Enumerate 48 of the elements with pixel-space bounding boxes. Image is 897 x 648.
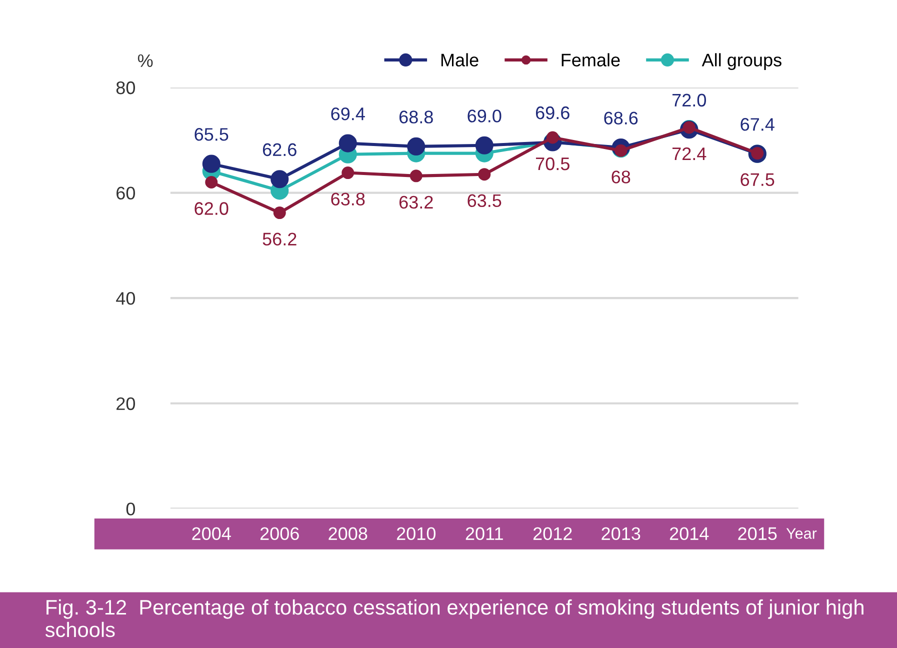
data-label: 63.2 (399, 196, 433, 209)
data-label: 68.6 (604, 112, 638, 124)
x-tick-label: 2013 (602, 527, 640, 540)
data-label: 63.5 (468, 194, 502, 208)
x-tick-label: 2004 (192, 527, 231, 540)
y-tick-label: 20 (116, 397, 136, 410)
x-tick-label: 2015 (738, 527, 777, 540)
data-label: 62.6 (262, 143, 296, 156)
point (273, 206, 286, 220)
y-tick-label: 60 (116, 186, 136, 200)
point (407, 137, 426, 156)
legend-label: All groups (702, 53, 782, 70)
data-label: 63.8 (331, 192, 365, 206)
point (410, 170, 422, 182)
data-label: 69.6 (536, 106, 570, 120)
data-label: 62.0 (194, 202, 228, 215)
y-tick-label: 80 (116, 81, 136, 94)
data-label: 72.0 (672, 94, 706, 107)
data-label: 69.0 (468, 110, 502, 122)
data-label: 70.5 (536, 157, 570, 170)
x-tick-label: 2014 (670, 527, 709, 540)
data-label: 67.5 (740, 173, 774, 186)
point (475, 136, 494, 154)
caption: Fig. 3-12 Percentage of tobacco cessation experience of smoking students of junior high schools (45, 599, 864, 638)
x-tick-label: 2011 (466, 527, 503, 540)
x-axis-title: Year (786, 528, 817, 539)
y-tick-label: 0 (126, 502, 135, 516)
point (478, 168, 491, 181)
point (205, 176, 218, 188)
data-label: 69.4 (331, 107, 365, 120)
data-label: 65.5 (194, 128, 228, 141)
legend-label: Male (441, 53, 478, 66)
x-tick-label: 2008 (328, 527, 368, 540)
point (338, 134, 357, 152)
x-tick-label: 2010 (396, 527, 436, 540)
x-tick-label: 2006 (260, 527, 299, 540)
legend-label: Female (562, 53, 620, 66)
point (270, 170, 289, 188)
y-axis-title: % (138, 54, 153, 67)
data-label: 72.4 (672, 147, 706, 160)
data-label: 56.2 (262, 232, 296, 246)
point (202, 154, 220, 173)
data-label: 68.8 (399, 110, 433, 124)
data-label: 68 (612, 170, 630, 184)
y-tick-label: 40 (116, 292, 136, 305)
point (342, 166, 354, 180)
data-label: 67.4 (740, 118, 774, 131)
x-tick-label: 2012 (533, 527, 572, 540)
